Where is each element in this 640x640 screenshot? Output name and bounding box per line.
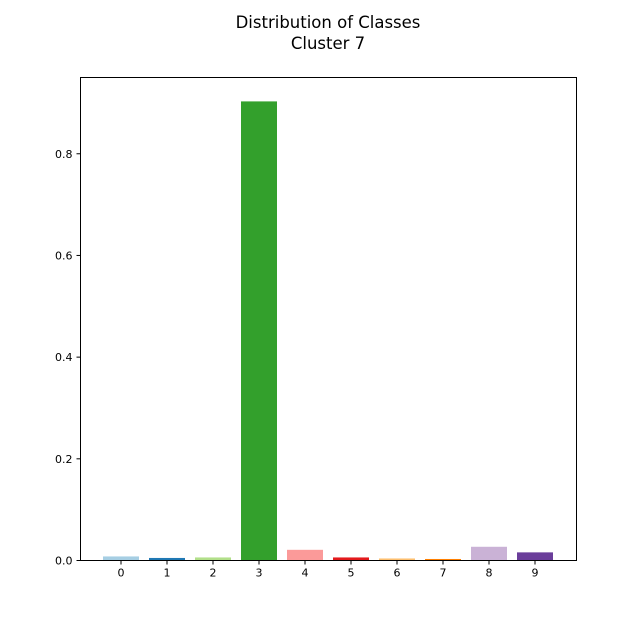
x-axis: 0 1 2 3 4 5 6 7 8 9: [118, 560, 539, 580]
x-tick-label: 3: [256, 567, 263, 580]
chart-title-block: Distribution of Classes Cluster 7: [0, 12, 640, 54]
x-tick-label: 6: [394, 567, 401, 580]
x-tick-label: 5: [348, 567, 355, 580]
y-tick-label: 0.8: [55, 148, 73, 161]
x-tick-label: 0: [118, 567, 125, 580]
bar-class-7: [425, 558, 461, 561]
chart-title: Distribution of Classes: [235, 13, 421, 32]
x-tick-label: 8: [486, 567, 493, 580]
bars-group: [103, 101, 553, 561]
bar-class-1: [149, 557, 185, 561]
x-tick-label: 9: [532, 567, 539, 580]
bar-class-4: [287, 549, 323, 561]
bar-class-9: [517, 552, 553, 561]
chart-subtitle: Cluster 7: [290, 34, 366, 53]
bar-class-3: [241, 101, 277, 561]
bar-class-5: [333, 557, 369, 561]
x-tick-label: 7: [440, 567, 447, 580]
x-tick-label: 4: [302, 567, 309, 580]
plot-frame: [80, 77, 577, 561]
x-tick-label: 1: [164, 567, 171, 580]
y-tick-label: 0.2: [55, 453, 73, 466]
y-tick-label: 0.4: [55, 351, 73, 364]
y-tick-label: 0.0: [55, 555, 73, 568]
bar-class-2: [195, 557, 231, 561]
y-axis: 0.0 0.2 0.4 0.6 0.8: [55, 148, 81, 568]
bar-class-8: [471, 546, 507, 561]
y-tick-label: 0.6: [55, 249, 73, 262]
bar-class-0: [103, 556, 139, 561]
bar-class-6: [379, 558, 415, 561]
x-tick-label: 2: [210, 567, 217, 580]
